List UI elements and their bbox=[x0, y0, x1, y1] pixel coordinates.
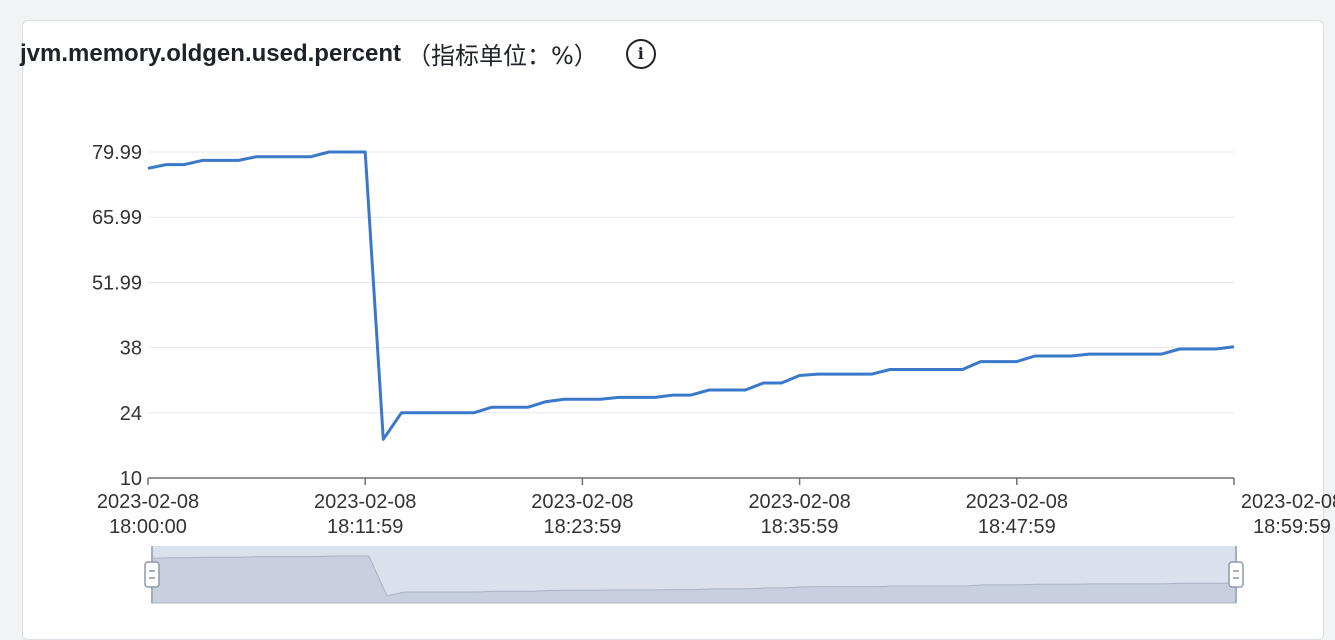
series-layer bbox=[147, 150, 1235, 441]
x-tick-label-time: 18:00:00 bbox=[109, 516, 187, 538]
y-tick-label: 65.99 bbox=[92, 207, 142, 229]
x-tick-label-time: 18:11:59 bbox=[327, 516, 403, 538]
metric-unit-label: （指标单位：%） bbox=[407, 42, 598, 70]
x-tick-label-date: 2023-02-08 bbox=[748, 491, 850, 513]
x-tick-label-date: 2023-02-08 bbox=[314, 491, 416, 513]
metric-name: jvm.memory.oldgen.used.percent bbox=[20, 39, 401, 67]
info-icon[interactable]: i bbox=[625, 38, 656, 69]
chart-title: jvm.memory.oldgen.used.percent （指标单位：%） … bbox=[20, 36, 656, 71]
x-tick-label-date: 2023-02-08 bbox=[531, 491, 633, 513]
y-tick-label: 79.99 bbox=[92, 142, 142, 164]
series-line bbox=[147, 150, 1235, 441]
x-tick-label-time: 18:59:59 bbox=[1253, 516, 1331, 538]
y-tick-label: 38 bbox=[120, 338, 142, 360]
line-chart: 10 24 38 51.99 65.99 79.99 2023-02-08 18:00:00… bbox=[92, 142, 1335, 604]
x-tick-label-date: 2023-02-08 bbox=[97, 491, 199, 513]
x-tick-label-time: 18:35:59 bbox=[761, 516, 839, 538]
x-tick-label-date: 2023-02-08 bbox=[1241, 491, 1335, 513]
y-tick-label: 51.99 bbox=[92, 272, 142, 294]
metric-chart-card bbox=[22, 20, 1324, 640]
grid-lines bbox=[148, 151, 1234, 414]
y-tick-label: 10 bbox=[120, 468, 142, 490]
y-axis: 10 24 38 51.99 65.99 79.99 bbox=[92, 142, 142, 490]
zoom-selection bbox=[152, 546, 1236, 603]
zoom-preview-area bbox=[151, 555, 1237, 604]
zoom-right-handle[interactable] bbox=[1228, 561, 1244, 588]
y-tick-label: 24 bbox=[120, 403, 142, 425]
x-tick-label-time: 18:47:59 bbox=[978, 516, 1056, 538]
data-zoom-slider[interactable] bbox=[144, 546, 1244, 604]
zoom-left-handle[interactable] bbox=[144, 561, 160, 588]
x-tick-label-time: 18:23:59 bbox=[543, 516, 621, 538]
x-tick-label-date: 2023-02-08 bbox=[966, 491, 1068, 513]
x-axis: 2023-02-08 18:00:00 2023-02-08 18:11:59 2023… bbox=[97, 477, 1335, 538]
